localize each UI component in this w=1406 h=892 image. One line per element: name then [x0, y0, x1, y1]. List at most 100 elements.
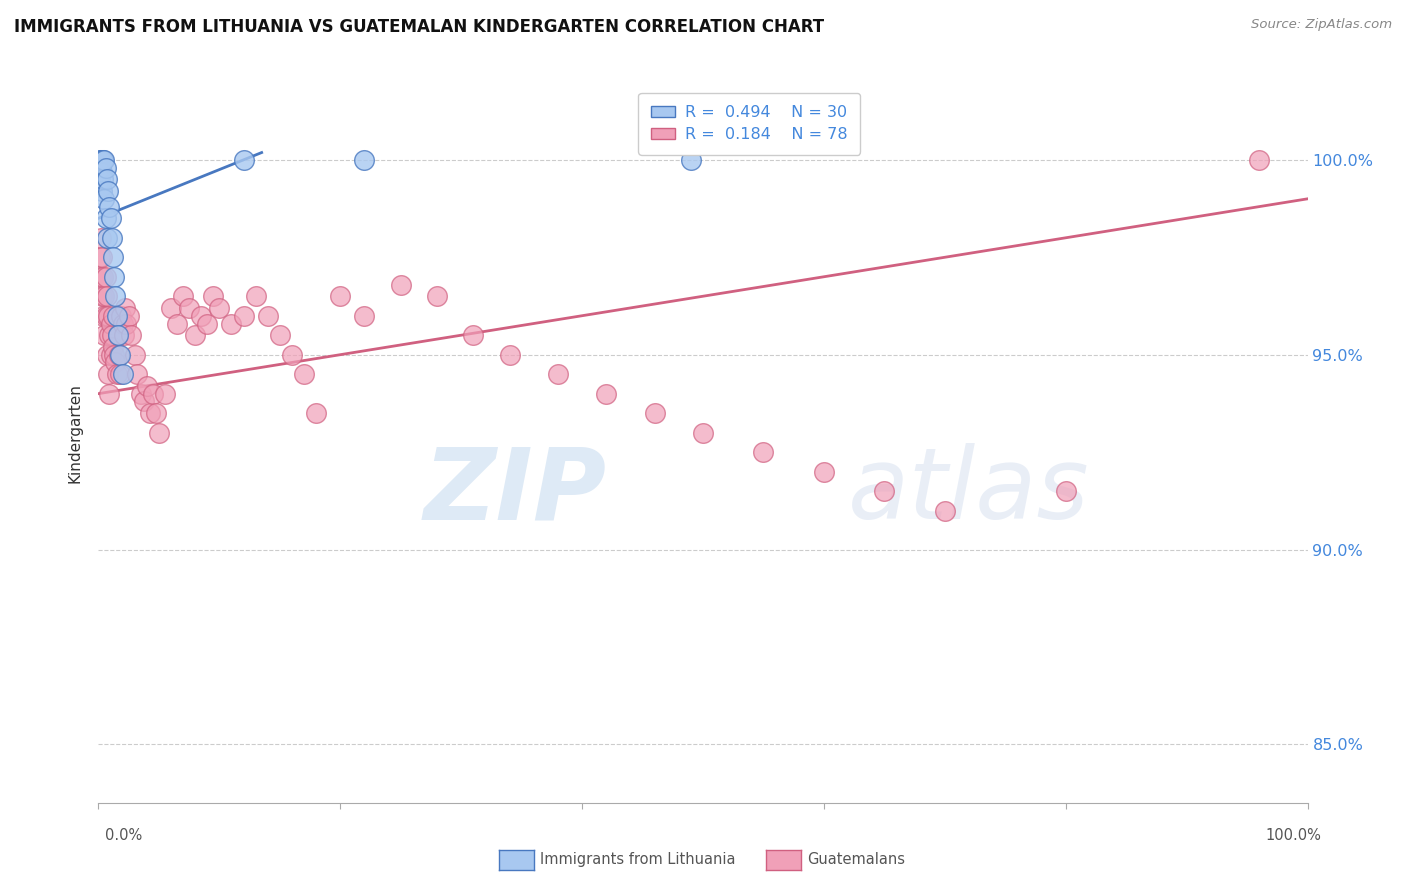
- Point: [90, 180, 112, 194]
- Point: [94, 161, 117, 175]
- Point: [208, 301, 231, 315]
- Point: [101, 309, 124, 323]
- Point: [195, 317, 218, 331]
- Point: [100, 317, 122, 331]
- Point: [148, 425, 170, 440]
- Point: [873, 484, 896, 499]
- Point: [93, 289, 115, 303]
- Point: [91, 184, 114, 198]
- Point: [91, 153, 114, 167]
- Point: [93, 153, 115, 167]
- Text: 0.0%: 0.0%: [105, 828, 142, 843]
- Point: [142, 386, 165, 401]
- Point: [232, 309, 254, 323]
- Point: [305, 406, 328, 420]
- Text: 100.0%: 100.0%: [1265, 828, 1322, 843]
- Text: Source: ZipAtlas.com: Source: ZipAtlas.com: [1251, 18, 1392, 31]
- Point: [114, 301, 136, 315]
- Point: [105, 309, 128, 323]
- Point: [813, 465, 835, 479]
- Point: [97, 309, 120, 323]
- Point: [110, 309, 132, 323]
- Point: [166, 317, 188, 331]
- Point: [89, 250, 111, 264]
- Point: [644, 406, 666, 420]
- Point: [90, 269, 112, 284]
- Point: [96, 231, 118, 245]
- Point: [120, 328, 142, 343]
- Y-axis label: Kindergarten: Kindergarten: [67, 383, 83, 483]
- Point: [292, 367, 315, 381]
- Point: [1249, 153, 1271, 167]
- Point: [100, 348, 122, 362]
- Legend: R =  0.494    N = 30, R =  0.184    N = 78: R = 0.494 N = 30, R = 0.184 N = 78: [638, 93, 860, 154]
- Point: [100, 328, 122, 343]
- Point: [679, 153, 702, 167]
- Point: [129, 386, 152, 401]
- Point: [934, 503, 956, 517]
- Point: [101, 250, 124, 264]
- Point: [127, 367, 149, 381]
- Point: [190, 309, 212, 323]
- Point: [353, 153, 375, 167]
- Point: [329, 289, 352, 303]
- Point: [389, 277, 412, 292]
- Point: [98, 200, 121, 214]
- Point: [153, 386, 176, 401]
- Point: [245, 289, 267, 303]
- Point: [91, 289, 114, 303]
- Point: [103, 348, 125, 362]
- Point: [752, 445, 775, 459]
- Point: [202, 289, 225, 303]
- Point: [98, 328, 121, 343]
- Point: [94, 309, 117, 323]
- Text: IMMIGRANTS FROM LITHUANIA VS GUATEMALAN KINDERGARTEN CORRELATION CHART: IMMIGRANTS FROM LITHUANIA VS GUATEMALAN …: [14, 18, 824, 36]
- Point: [172, 289, 194, 303]
- Point: [124, 348, 146, 362]
- Point: [93, 192, 115, 206]
- Point: [108, 367, 131, 381]
- Point: [91, 172, 114, 186]
- Point: [91, 153, 114, 167]
- Point: [90, 161, 112, 175]
- Point: [115, 317, 138, 331]
- Point: [595, 386, 617, 401]
- Point: [89, 153, 111, 167]
- Point: [107, 328, 129, 343]
- Point: [118, 309, 141, 323]
- Point: [135, 379, 157, 393]
- Point: [160, 301, 183, 315]
- Point: [111, 317, 134, 331]
- Point: [463, 328, 485, 343]
- Point: [498, 348, 520, 362]
- Point: [353, 309, 375, 323]
- Point: [111, 367, 134, 381]
- Point: [93, 328, 115, 343]
- Point: [98, 386, 121, 401]
- Point: [101, 340, 124, 354]
- Text: Immigrants from Lithuania: Immigrants from Lithuania: [540, 853, 735, 867]
- Point: [91, 309, 114, 323]
- Point: [1054, 484, 1077, 499]
- Text: ZIP: ZIP: [423, 443, 606, 541]
- Point: [96, 172, 118, 186]
- Point: [134, 394, 156, 409]
- Point: [184, 328, 207, 343]
- Point: [108, 348, 131, 362]
- Point: [96, 289, 118, 303]
- Point: [104, 289, 127, 303]
- Point: [179, 301, 201, 315]
- Point: [94, 211, 117, 226]
- Point: [91, 250, 114, 264]
- Point: [281, 348, 304, 362]
- Point: [232, 153, 254, 167]
- Point: [90, 231, 112, 245]
- Point: [97, 367, 120, 381]
- Point: [107, 328, 129, 343]
- Point: [112, 328, 135, 343]
- Point: [103, 269, 125, 284]
- Text: atlas: atlas: [848, 443, 1090, 541]
- Point: [96, 348, 118, 362]
- Text: Guatemalans: Guatemalans: [807, 853, 905, 867]
- Point: [89, 172, 111, 186]
